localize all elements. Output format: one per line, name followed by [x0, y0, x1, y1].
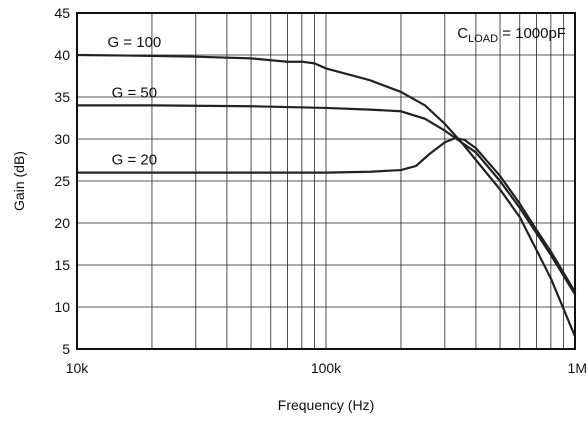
- x-tick-label: 10k: [66, 360, 90, 376]
- series-label-g50: G = 50: [112, 84, 157, 101]
- cload-subscript: LOAD: [468, 33, 498, 45]
- cload-annotation: CLOAD = 1000pF: [457, 25, 566, 45]
- series-label-g20: G = 20: [112, 152, 157, 169]
- cload-suffix: = 1000pF: [498, 25, 566, 42]
- y-tick-label: 20: [54, 215, 70, 231]
- x-tick-label: 100k: [311, 360, 342, 376]
- series-line-g20: [75, 137, 577, 293]
- series-line-g50: [75, 104, 577, 296]
- grid-layer: [76, 12, 576, 350]
- tick-layer: 5 10 15 20 25 30 35 40 45 10k 100k 1M: [54, 5, 587, 376]
- x-tick-label: 1M: [568, 360, 587, 376]
- y-axis-title: Gain (dB): [11, 151, 27, 211]
- y-tick-label: 5: [62, 341, 70, 357]
- y-tick-label: 45: [54, 5, 70, 21]
- series-label-g100: G = 100: [107, 34, 161, 51]
- plot-frame: [76, 12, 576, 350]
- y-tick-label: 40: [54, 47, 70, 63]
- x-axis-title: Frequency (Hz): [278, 397, 374, 413]
- cload-main: C: [457, 25, 468, 42]
- y-tick-label: 30: [54, 131, 70, 147]
- series-line-g100: [75, 53, 577, 338]
- y-tick-label: 25: [54, 173, 70, 189]
- label-layer: G = 100 G = 50 G = 20: [107, 34, 161, 169]
- y-tick-label: 10: [54, 299, 70, 315]
- y-tick-label: 35: [54, 89, 70, 105]
- y-tick-label: 15: [54, 257, 70, 273]
- curve-layer: [75, 53, 577, 338]
